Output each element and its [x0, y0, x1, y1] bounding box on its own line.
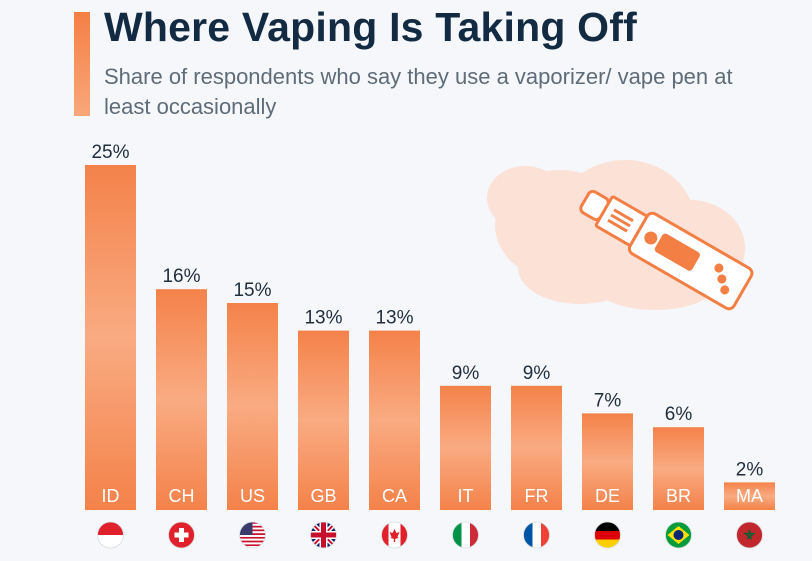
- bar-de: [582, 413, 633, 510]
- bar-us: [227, 303, 278, 510]
- accent-bar: [74, 12, 90, 116]
- canada-flag-icon: [381, 521, 408, 549]
- bar-group-us: 15% US: [227, 280, 278, 510]
- value-label: 15%: [233, 280, 271, 301]
- bar-group-it: 9% IT: [440, 363, 491, 510]
- bar-group-gb: 13% GB: [298, 308, 349, 510]
- category-label: ID: [102, 486, 120, 506]
- category-label: BR: [666, 486, 691, 506]
- value-label: 2%: [736, 459, 764, 480]
- germany-flag-icon: [594, 521, 621, 549]
- bar-group-ca: 13% CA: [369, 308, 420, 510]
- bar-group-ma: 2% MA: [724, 459, 775, 510]
- uk-flag-icon: [310, 521, 337, 549]
- value-label: 16%: [162, 266, 200, 287]
- switzerland-flag-icon: [168, 521, 195, 549]
- category-label: FR: [525, 486, 549, 506]
- category-label: US: [240, 486, 265, 506]
- value-label: 25%: [91, 142, 129, 163]
- bar-ca: [369, 330, 420, 510]
- value-label: 9%: [523, 363, 551, 384]
- category-label: GB: [310, 486, 336, 506]
- value-label: 9%: [452, 363, 480, 384]
- value-label: 13%: [375, 308, 413, 329]
- bar-group-de: 7% DE: [582, 390, 633, 510]
- bar-fr: [511, 385, 562, 510]
- bar-id: [85, 165, 136, 510]
- vape-pen-cloud-icon: [487, 160, 754, 311]
- chart-subtitle: Share of respondents who say they use a …: [104, 64, 733, 119]
- bar-group-ch: 16% CH: [156, 266, 207, 510]
- bar-it: [440, 385, 491, 510]
- bar-br: [653, 427, 704, 510]
- indonesia-flag-icon: [97, 521, 124, 549]
- category-label: DE: [595, 486, 620, 506]
- category-label: IT: [458, 486, 474, 506]
- bar-gb: [298, 330, 349, 510]
- france-flag-icon: [523, 521, 550, 549]
- value-label: 13%: [304, 308, 342, 329]
- bar-group-fr: 9% FR: [511, 363, 562, 510]
- morocco-flag-icon: [736, 521, 763, 549]
- category-label: CH: [169, 486, 195, 506]
- bar-group-id: 25% ID: [85, 142, 136, 510]
- value-label: 7%: [594, 390, 622, 411]
- bar-group-br: 6% BR: [653, 404, 704, 510]
- usa-flag-icon: [239, 521, 266, 549]
- bar-ch: [156, 289, 207, 510]
- category-label: MA: [736, 486, 763, 506]
- bars-group: 25% ID 16% CH 15% US 13% GB 13% CA 9% IT 9% FR 7% DE 6% B…: [85, 142, 775, 510]
- category-label: CA: [382, 486, 407, 506]
- flags-group: [97, 521, 763, 549]
- bar-ma: [724, 482, 775, 510]
- italy-flag-icon: [452, 521, 479, 549]
- brazil-flag-icon: [665, 521, 692, 549]
- value-label: 6%: [665, 404, 693, 425]
- chart-title: Where Vaping Is Taking Off: [104, 4, 637, 50]
